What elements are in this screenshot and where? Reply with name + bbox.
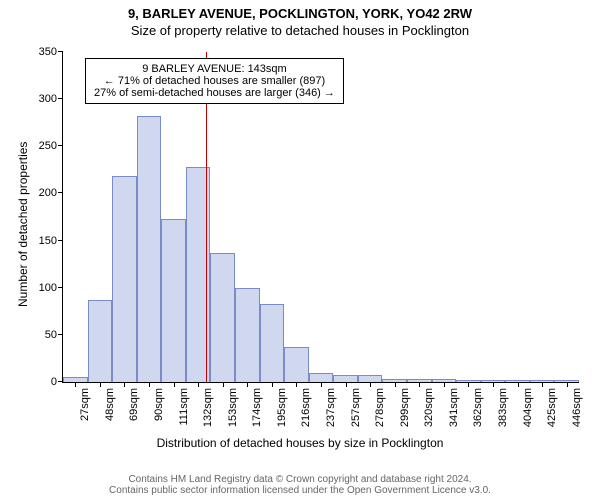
x-tick: [567, 382, 568, 387]
footer-line-2: Contains public sector information licen…: [0, 485, 600, 496]
x-tick: [198, 382, 199, 387]
x-tick: [174, 382, 175, 387]
histogram-bar: [333, 375, 358, 382]
x-tick: [321, 382, 322, 387]
x-tick: [247, 382, 248, 387]
x-tick-label: 341sqm: [448, 388, 460, 427]
x-tick-label: 48sqm: [104, 388, 116, 421]
footer-line-1: Contains HM Land Registry data © Crown c…: [0, 474, 600, 485]
histogram-bar: [88, 300, 113, 382]
x-tick: [100, 382, 101, 387]
histogram-bar: [358, 375, 383, 382]
x-tick-label: 299sqm: [399, 388, 411, 427]
x-tick: [370, 382, 371, 387]
y-tick-label: 150: [39, 235, 57, 247]
x-tick: [493, 382, 494, 387]
y-tick-label: 300: [39, 93, 57, 105]
y-tick-label: 200: [39, 187, 57, 199]
x-tick-label: 362sqm: [472, 388, 484, 427]
x-tick-label: 446sqm: [571, 388, 583, 427]
x-tick: [518, 382, 519, 387]
y-axis-label: Number of detached properties: [16, 142, 30, 307]
x-tick-label: 111sqm: [178, 388, 190, 426]
x-tick: [223, 382, 224, 387]
x-tick: [542, 382, 543, 387]
x-tick: [296, 382, 297, 387]
x-tick: [346, 382, 347, 387]
x-tick-label: 153sqm: [227, 388, 239, 427]
histogram-bar: [309, 373, 334, 382]
x-tick-label: 404sqm: [522, 388, 534, 427]
x-tick-label: 195sqm: [276, 388, 288, 427]
histogram-bar: [260, 304, 285, 382]
info-line-2: ← 71% of detached houses are smaller (89…: [94, 75, 335, 87]
x-tick: [419, 382, 420, 387]
y-tick-label: 0: [51, 376, 57, 388]
y-tick-label: 250: [39, 140, 57, 152]
x-tick-label: 132sqm: [202, 388, 214, 427]
x-tick-label: 27sqm: [79, 388, 91, 421]
x-tick: [272, 382, 273, 387]
chart-subtitle: Size of property relative to detached ho…: [0, 21, 600, 38]
y-tick: [58, 334, 63, 335]
x-tick-label: 90sqm: [153, 388, 165, 421]
y-tick-label: 350: [39, 46, 57, 58]
x-tick-label: 278sqm: [374, 388, 386, 427]
x-tick: [444, 382, 445, 387]
y-tick: [58, 51, 63, 52]
x-tick: [149, 382, 150, 387]
histogram-bar: [284, 347, 309, 382]
x-tick-label: 320sqm: [423, 388, 435, 427]
x-tick-label: 69sqm: [128, 388, 140, 421]
y-tick: [58, 98, 63, 99]
histogram-chart: 9, BARLEY AVENUE, POCKLINGTON, YORK, YO4…: [0, 0, 600, 500]
y-tick: [58, 287, 63, 288]
x-tick-label: 174sqm: [251, 388, 263, 427]
y-tick: [58, 240, 63, 241]
x-tick-label: 383sqm: [497, 388, 509, 427]
histogram-bar: [235, 288, 260, 382]
histogram-bar: [210, 253, 235, 382]
y-tick-label: 50: [45, 329, 57, 341]
info-line-3: 27% of semi-detached houses are larger (…: [94, 87, 335, 99]
y-tick: [58, 145, 63, 146]
x-tick: [124, 382, 125, 387]
x-tick-label: 216sqm: [300, 388, 312, 427]
x-tick-label: 425sqm: [546, 388, 558, 427]
y-tick-label: 100: [39, 282, 57, 294]
info-box: 9 BARLEY AVENUE: 143sqm ← 71% of detache…: [85, 58, 344, 104]
histogram-bar: [137, 116, 162, 382]
histogram-bar: [112, 176, 137, 382]
x-axis-label: Distribution of detached houses by size …: [0, 436, 600, 450]
y-tick: [58, 192, 63, 193]
info-line-1: 9 BARLEY AVENUE: 143sqm: [94, 63, 335, 75]
histogram-bar: [161, 219, 186, 382]
chart-title: 9, BARLEY AVENUE, POCKLINGTON, YORK, YO4…: [0, 0, 600, 21]
x-tick-label: 257sqm: [350, 388, 362, 427]
x-tick-label: 237sqm: [325, 388, 337, 427]
x-tick: [468, 382, 469, 387]
x-tick: [395, 382, 396, 387]
footer: Contains HM Land Registry data © Crown c…: [0, 474, 600, 496]
x-tick: [75, 382, 76, 387]
